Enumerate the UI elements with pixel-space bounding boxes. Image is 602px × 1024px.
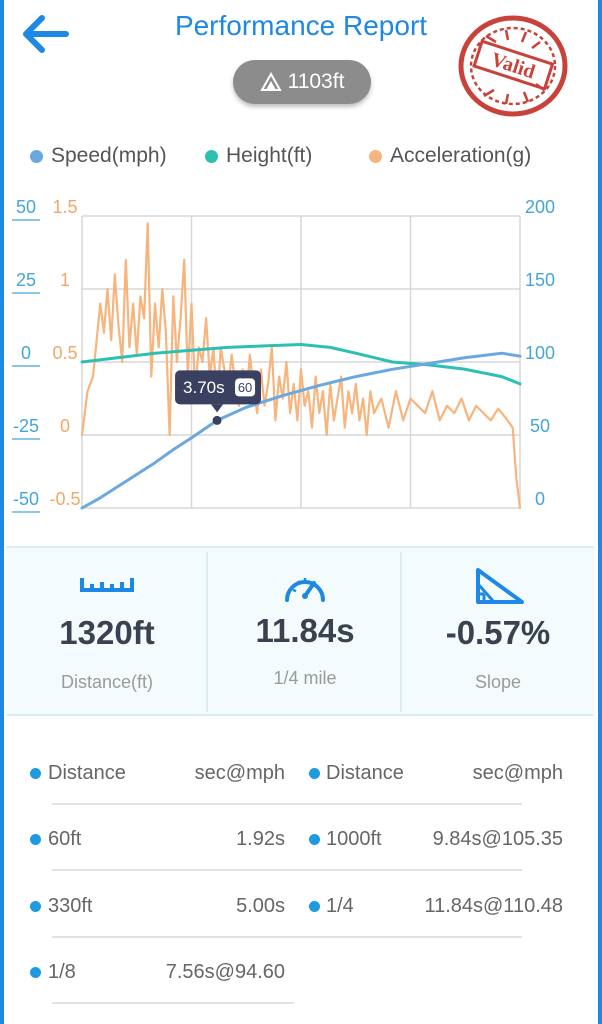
row-divider xyxy=(52,869,522,871)
bullet-icon xyxy=(30,901,41,912)
arrow-left-icon xyxy=(23,15,69,53)
legend-label: Speed(mph) xyxy=(51,144,167,167)
stat-label: 1/4 mile xyxy=(273,668,337,688)
tick-label-right: 100 xyxy=(525,343,555,363)
bullet-icon xyxy=(309,834,320,845)
bullet-icon xyxy=(30,967,41,978)
tooltip-time: 3.70s xyxy=(183,378,225,397)
tick-label-speed: -25 xyxy=(13,416,39,436)
row-divider xyxy=(52,803,522,805)
speed-dot-icon xyxy=(30,149,43,163)
split-value: 11.84s@110.48 xyxy=(424,895,563,917)
speed-mph-series-line xyxy=(80,351,522,510)
split-distance: 60ft xyxy=(48,828,82,850)
bullet-icon xyxy=(30,834,41,845)
stat-value: 11.84s xyxy=(255,612,355,649)
tick-label-speed: 25 xyxy=(16,270,36,290)
legend-label: Acceleration(g) xyxy=(390,144,532,167)
tooltip-point xyxy=(212,415,222,425)
header-value: sec@mph xyxy=(472,762,563,784)
header-distance: Distance xyxy=(48,762,126,784)
split-value: 5.00s xyxy=(236,895,285,917)
tick-label-speed: 0 xyxy=(21,343,31,363)
page-title: Performance Report xyxy=(174,10,428,41)
row-divider xyxy=(52,1002,294,1004)
legend-label: Height(ft) xyxy=(226,144,313,167)
divider xyxy=(400,552,402,712)
legend-speed[interactable]: Speed(mph) xyxy=(30,144,167,168)
split-distance: 1000ft xyxy=(326,828,382,850)
tooltip-badge xyxy=(235,378,256,397)
tick-label-speed: -50 xyxy=(13,489,39,509)
left-frame-border xyxy=(0,0,4,1024)
legend-acceleration[interactable]: Acceleration(g) xyxy=(369,144,531,168)
valid-stamp: Valid xyxy=(458,15,568,117)
bullet-icon xyxy=(30,768,41,779)
legend-height[interactable]: Height(ft) xyxy=(205,144,312,168)
ruler-icon xyxy=(80,578,134,592)
stat-value: -0.57% xyxy=(445,614,551,651)
mountain-icon xyxy=(259,72,282,91)
altitude-value: 1103ft xyxy=(287,70,345,93)
tick-label-acceleration: 1.5 xyxy=(52,197,77,217)
acceleration-g-series-line xyxy=(80,222,522,510)
tick-label-speed: 50 xyxy=(16,197,36,217)
chart-legend: Speed(mph) Height(ft) Acceleration(g) xyxy=(0,144,602,174)
divider xyxy=(206,552,208,712)
stat-slope: -0.57% Slope xyxy=(402,548,594,714)
tick-label-acceleration: 1 xyxy=(60,270,70,290)
tick-label-acceleration: 0 xyxy=(60,416,70,436)
stat-quarter-mile: 11.84s 1/4 mile xyxy=(208,548,402,714)
tick-label-right: 50 xyxy=(530,416,550,436)
bullet-icon xyxy=(309,768,320,779)
split-distance: 330ft xyxy=(48,895,93,917)
tick-label-acceleration: 0.5 xyxy=(52,343,77,363)
tick-label-right: 0 xyxy=(535,489,545,509)
back-button[interactable] xyxy=(20,14,70,54)
slope-icon xyxy=(476,568,524,604)
height-ft-series-line xyxy=(80,343,522,386)
stat-value: 1320ft xyxy=(59,614,155,651)
tick-label-right: 150 xyxy=(525,270,555,290)
row-divider xyxy=(52,936,522,938)
header-distance: Distance xyxy=(326,762,404,784)
stat-label: Slope xyxy=(474,672,522,692)
stats-panel: 1320ft Distance(ft) 11.84s 1/4 mile -0.5… xyxy=(6,546,594,716)
split-distance: 1/4 xyxy=(326,895,354,917)
split-value: 9.84s@105.35 xyxy=(432,828,563,850)
speedometer-icon xyxy=(285,578,325,602)
split-distance: 1/8 xyxy=(48,961,76,983)
tick-label-right: 200 xyxy=(525,197,555,217)
performance-chart[interactable]: 50 1.5 200 25 1 150 0 0.5 100 -25 0 50 -50 -0.5 0 3.70s… xyxy=(0,190,602,520)
tooltip-pointer xyxy=(211,404,224,413)
split-value: 7.56s@94.60 xyxy=(165,961,285,983)
right-frame-border xyxy=(598,0,602,1024)
tick-label-acceleration: -0.5 xyxy=(49,489,80,509)
bullet-icon xyxy=(309,901,320,912)
tooltip-badge-value: 60 xyxy=(238,380,252,395)
acceleration-dot-icon xyxy=(369,149,382,163)
stat-distance: 1320ft Distance(ft) xyxy=(6,548,208,714)
altitude-badge: 1103ft xyxy=(233,60,371,104)
header-value: sec@mph xyxy=(194,762,285,784)
height-dot-icon xyxy=(205,149,218,163)
split-value: 1.92s xyxy=(236,828,285,850)
stat-label: Distance(ft) xyxy=(60,672,154,692)
